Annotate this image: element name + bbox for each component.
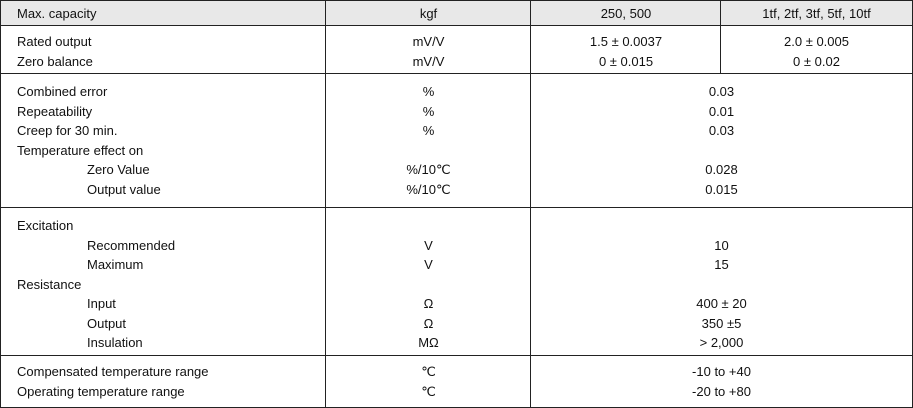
row-label: Rated output [17, 34, 92, 49]
row-value: 400 ± 20 [696, 296, 747, 311]
row-value: 0.028 [705, 162, 738, 177]
row-value: 0.01 [708, 103, 735, 119]
row-label: Combined error [17, 84, 108, 99]
row-value: -20 to +80 [692, 383, 751, 399]
row-value: 10 [714, 237, 729, 253]
row-unit: V [424, 257, 433, 272]
row-unit: mV/V [412, 34, 445, 49]
table-row: Output value %/10℃ 0.015 [1, 180, 912, 200]
table-row: Creep for 30 min.% 0.03 [1, 121, 912, 141]
section-electrical: Excitation Recommended V 10 Maximum V 15 Resist… [1, 208, 912, 356]
table-row: Compensated temperature range ℃ -10 to +40 [1, 362, 912, 382]
row-label: Output [87, 315, 127, 331]
row-label: Maximum [87, 257, 144, 272]
row-label: Repeatability [17, 103, 93, 119]
row-unit: Ω [423, 315, 434, 331]
row-value-b: 0 ± 0.02 [793, 53, 840, 69]
header-unit: kgf [419, 6, 438, 21]
row-value: > 2,000 [699, 335, 744, 350]
row-label: Creep for 30 min. [17, 123, 118, 138]
row-value-b: 2.0 ± 0.005 [784, 34, 849, 49]
row-unit: % [422, 84, 435, 99]
row-value: 0.015 [705, 181, 738, 197]
row-unit: % [422, 103, 435, 119]
row-value: 0.03 [708, 84, 735, 99]
table-row: Rated output mV/V 1.5 ± 0.0037 2.0 ± 0.005 [1, 32, 912, 52]
table-row: Combined error% 0.03 [1, 82, 912, 102]
row-unit: Ω [423, 296, 434, 311]
section-temperature: Compensated temperature range ℃ -10 to +40… [1, 356, 912, 407]
table-row: Temperature effect on [1, 141, 912, 161]
row-label: Recommended [87, 237, 176, 253]
header-col-a: 250, 500 [600, 6, 652, 21]
column-divider [530, 1, 531, 407]
row-value: 350 ±5 [701, 315, 742, 331]
row-label: Zero Value [87, 162, 150, 177]
table-row: Input Ω 400 ± 20 [1, 294, 912, 314]
section-output: Rated output mV/V 1.5 ± 0.0037 2.0 ± 0.005 Z… [1, 26, 912, 74]
header-label: Max. capacity [17, 6, 97, 21]
row-label: Insulation [87, 335, 143, 350]
table-row: Resistance [1, 275, 912, 295]
table-row: Operating temperature range ℃ -20 to +80 [1, 382, 912, 402]
row-unit: %/10℃ [406, 181, 451, 197]
header-col-b: 1tf, 2tf, 3tf, 5tf, 10tf [762, 6, 871, 21]
row-value: 15 [714, 257, 729, 272]
column-divider [720, 1, 721, 74]
row-label: Operating temperature range [17, 383, 185, 399]
row-unit: mV/V [412, 53, 445, 69]
row-unit: MΩ [418, 335, 439, 350]
row-value-a: 1.5 ± 0.0037 [589, 34, 663, 49]
row-label: Input [87, 296, 116, 311]
table-row: Repeatability% 0.01 [1, 102, 912, 122]
table-row: Zero balance mV/V 0 ± 0.015 0 ± 0.02 [1, 52, 912, 72]
row-unit: %/10℃ [406, 162, 451, 177]
section-accuracy: Combined error% 0.03 Repeatability% 0.01 Cre… [1, 74, 912, 208]
row-label: Resistance [17, 276, 82, 292]
row-label: Compensated temperature range [17, 364, 209, 379]
table-row: Maximum V 15 [1, 255, 912, 275]
row-label: Output value [87, 181, 161, 197]
row-unit: % [422, 123, 435, 138]
row-value: 0.03 [708, 123, 735, 138]
table-row: Zero Value %/10℃ 0.028 [1, 160, 912, 180]
table-row: Recommended V 10 [1, 236, 912, 256]
row-label: Excitation [17, 218, 74, 233]
row-unit: ℃ [421, 383, 436, 399]
column-divider [325, 1, 326, 407]
row-label: Temperature effect on [17, 142, 144, 158]
table-row: Output Ω 350 ±5 [1, 314, 912, 334]
row-value-a: 0 ± 0.015 [598, 53, 654, 69]
table-row: Excitation [1, 216, 912, 236]
row-label: Zero balance [17, 53, 93, 69]
row-unit: ℃ [421, 364, 436, 379]
table-row: Insulation MΩ > 2,000 [1, 333, 912, 353]
table-header: Max. capacity kgf 250, 500 1tf, 2tf, 3tf… [1, 1, 912, 26]
row-value: -10 to +40 [692, 364, 751, 379]
row-unit: V [424, 237, 433, 253]
header-row: Max. capacity kgf 250, 500 1tf, 2tf, 3tf… [1, 1, 912, 26]
